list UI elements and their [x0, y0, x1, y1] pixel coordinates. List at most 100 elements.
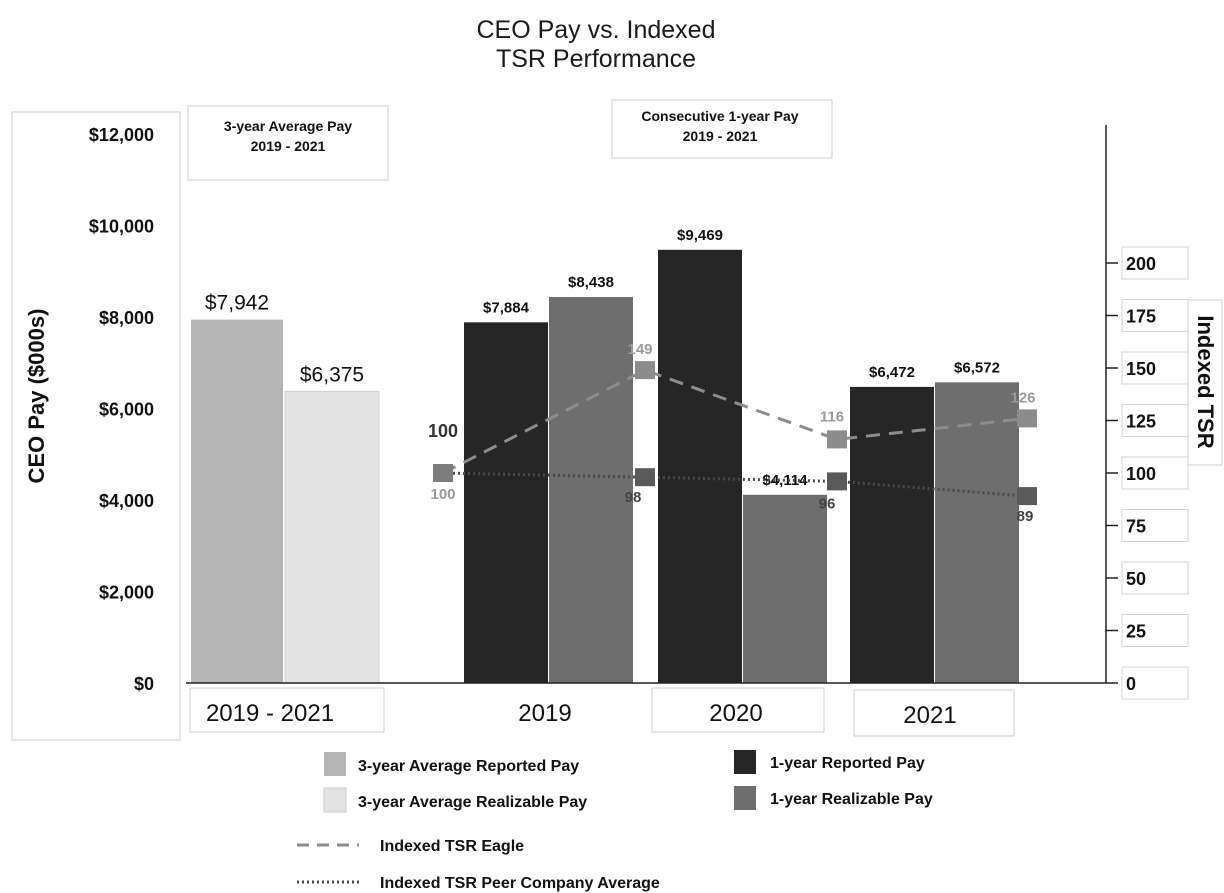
- y2-tick-75: 75: [1126, 517, 1146, 537]
- point-label-indexed-tsr-eagle-2019: 149: [627, 341, 652, 358]
- y2-tick-0: 0: [1126, 674, 1136, 694]
- bar-1-year-reported-pay-2021: [850, 386, 934, 683]
- legend-label-1yr-realizable: 1-year Realizable Pay: [770, 791, 933, 808]
- bar-3-year-average-realizable-pay-2019-2021: [284, 390, 380, 684]
- point-label-indexed-tsr-peer-company-average-2020: 96: [819, 495, 836, 512]
- legend-label-3yr-realizable: 3-year Average Realizable Pay: [358, 794, 587, 811]
- category-label-2020: 2020: [709, 700, 762, 727]
- category-label-2019: 2019: [518, 700, 571, 727]
- point-label-indexed-tsr-eagle-2021: 126: [1010, 389, 1035, 406]
- point-label-indexed-tsr-eagle-2020: 116: [820, 408, 844, 425]
- bar-1-year-realizable-pay-2021: [935, 382, 1019, 683]
- legend-item-1yr-realizable: 1-year Realizable Pay: [734, 786, 933, 810]
- y2-tick-50: 50: [1126, 569, 1146, 589]
- legend-label-1yr-reported: 1-year Reported Pay: [770, 755, 925, 772]
- legend-label-tsr-peer: Indexed TSR Peer Company Average: [380, 875, 660, 892]
- legend-swatch-1yr-reported: [734, 750, 756, 774]
- bar-1-year-realizable-pay-2019: [549, 296, 633, 683]
- marker-indexed-tsr-eagle-2021: [1017, 409, 1037, 428]
- y2-tick-box-100: [1121, 456, 1189, 490]
- bar-label-3-year-average-reported-pay-2019-2021: $7,942: [205, 292, 269, 315]
- y-axis-ticks: $0 $2,000 $4,000 $6,000 $8,000 $10,000 $12,000: [89, 125, 154, 694]
- legend-item-3yr-realizable: 3-year Average Realizable Pay: [323, 787, 587, 813]
- marker-indexed-tsr-peer-company-average-2021: [1017, 487, 1037, 506]
- panel-three-year-title-2: 2019 - 2021: [251, 138, 326, 154]
- point-label-indexed-tsr-peer-company-average-2021: 89: [1017, 508, 1034, 525]
- point-label-indexed-tsr-eagle-2018: 100: [428, 421, 458, 441]
- legend-swatch-1yr-realizable: [734, 786, 756, 810]
- marker-indexed-tsr-eagle-2020: [827, 430, 847, 449]
- y-tick-0: $0: [134, 674, 154, 694]
- category-box-2019-2021: [189, 687, 385, 733]
- y2-tick-box-50: [1121, 561, 1189, 595]
- bar-label-3-year-average-realizable-pay-2019-2021: $6,375: [300, 363, 364, 386]
- category-label-2019-2021: 2019 - 2021: [206, 700, 334, 727]
- y2-tick-125: 125: [1126, 412, 1156, 432]
- y2-tick-25: 25: [1126, 622, 1146, 642]
- panel-annual-title-2: 2019 - 2021: [683, 128, 758, 144]
- y2-tick-box-125: [1121, 404, 1189, 437]
- bar-label-1-year-realizable-pay-2019: $8,438: [568, 274, 614, 291]
- y2-tick-150: 150: [1126, 359, 1156, 379]
- legend-label-tsr-eagle: Indexed TSR Eagle: [380, 838, 524, 855]
- legend-swatch-3yr-reported: [324, 752, 346, 776]
- point-label-indexed-tsr-peer-company-average-2018: 100: [430, 486, 455, 503]
- panel-three-year-box: [187, 105, 389, 181]
- bar-label-1-year-realizable-pay-2020: $4,114: [762, 472, 808, 489]
- bar-1-year-reported-pay-2020: [658, 249, 742, 683]
- y-tick-6-000: $6,000: [99, 400, 154, 420]
- category-box-2021: [853, 689, 1015, 737]
- point-label-indexed-tsr-peer-company-average-2019: 98: [625, 489, 642, 506]
- bar-3-year-average-reported-pay-2019-2021: [191, 319, 283, 683]
- y-tick-4-000: $4,000: [99, 491, 154, 511]
- legend-item-tsr-peer: Indexed TSR Peer Company Average: [297, 875, 660, 892]
- legend-label-3yr-reported: 3-year Average Reported Pay: [358, 758, 579, 775]
- left-axis-frame: [11, 111, 181, 741]
- line-indexed-tsr-peer-company-average: [442, 471, 1028, 498]
- tsr-layer: 100 98 96 89 100 149 116 126: [428, 341, 1037, 525]
- x-axis-categories: 2019 - 2021 2019 2020 2021: [189, 687, 1015, 737]
- chart-title-line-1: CEO Pay vs. Indexed: [476, 16, 715, 44]
- y2-tick-box-0: [1121, 666, 1189, 700]
- marker-indexed-tsr-peer-company-average-2019: [635, 468, 655, 487]
- right-axis-title-frame: [1187, 299, 1223, 466]
- y-axis-title: CEO Pay ($000s): [24, 309, 49, 484]
- legend-item-1yr-reported: 1-year Reported Pay: [734, 750, 925, 774]
- bar-1-year-reported-pay-2019: [464, 322, 548, 683]
- y-tick-10-000: $10,000: [89, 217, 154, 237]
- category-box-2020: [651, 687, 825, 733]
- y2-tick-175: 175: [1126, 307, 1156, 327]
- legend: 3-year Average Reported Pay 1-year Repor…: [297, 750, 933, 892]
- y-tick-12-000: $12,000: [89, 125, 154, 145]
- bar-label-1-year-reported-pay-2020: $9,469: [677, 227, 723, 244]
- y2-axis-ticks: 0 25 50 75 100 125 150 175 200: [1106, 246, 1189, 700]
- bar-label-1-year-realizable-pay-2021: $6,572: [954, 359, 1000, 376]
- panel-annual-box: [611, 99, 833, 159]
- legend-item-tsr-eagle: Indexed TSR Eagle: [297, 838, 524, 855]
- y2-tick-box-200: [1121, 246, 1189, 280]
- y2-tick-100: 100: [1126, 464, 1156, 484]
- bar-label-1-year-reported-pay-2021: $6,472: [869, 364, 915, 381]
- legend-item-3yr-reported: 3-year Average Reported Pay: [324, 752, 579, 776]
- bar-label-1-year-reported-pay-2019: $7,884: [483, 299, 530, 316]
- y-tick-8-000: $8,000: [99, 308, 154, 328]
- legend-swatch-3yr-realizable: [323, 787, 347, 813]
- y2-tick-box-25: [1121, 614, 1189, 647]
- panel-annual-title-1: Consecutive 1-year Pay: [641, 108, 798, 124]
- marker-indexed-tsr-eagle-2018: [433, 464, 453, 482]
- y2-axis-title: Indexed TSR: [1193, 315, 1218, 448]
- y2-tick-box-150: [1121, 351, 1189, 385]
- y-tick-2-000: $2,000: [99, 583, 154, 603]
- panel-three-year-title-1: 3-year Average Pay: [224, 118, 352, 134]
- y2-tick-box-175: [1121, 299, 1189, 332]
- line-indexed-tsr-eagle: [442, 368, 1028, 475]
- bars-layer: $7,942 $6,375 $7,884 $8,438 $9,469 $4,114 $6,4…: [191, 227, 1019, 684]
- marker-indexed-tsr-eagle-2019: [635, 361, 655, 380]
- y2-tick-200: 200: [1126, 254, 1156, 274]
- chart-title-line-2: TSR Performance: [496, 45, 696, 73]
- marker-indexed-tsr-peer-company-average-2020: [827, 472, 847, 491]
- category-label-2021: 2021: [903, 702, 956, 729]
- y2-tick-box-75: [1121, 509, 1189, 542]
- bar-1-year-realizable-pay-2020: [743, 494, 827, 683]
